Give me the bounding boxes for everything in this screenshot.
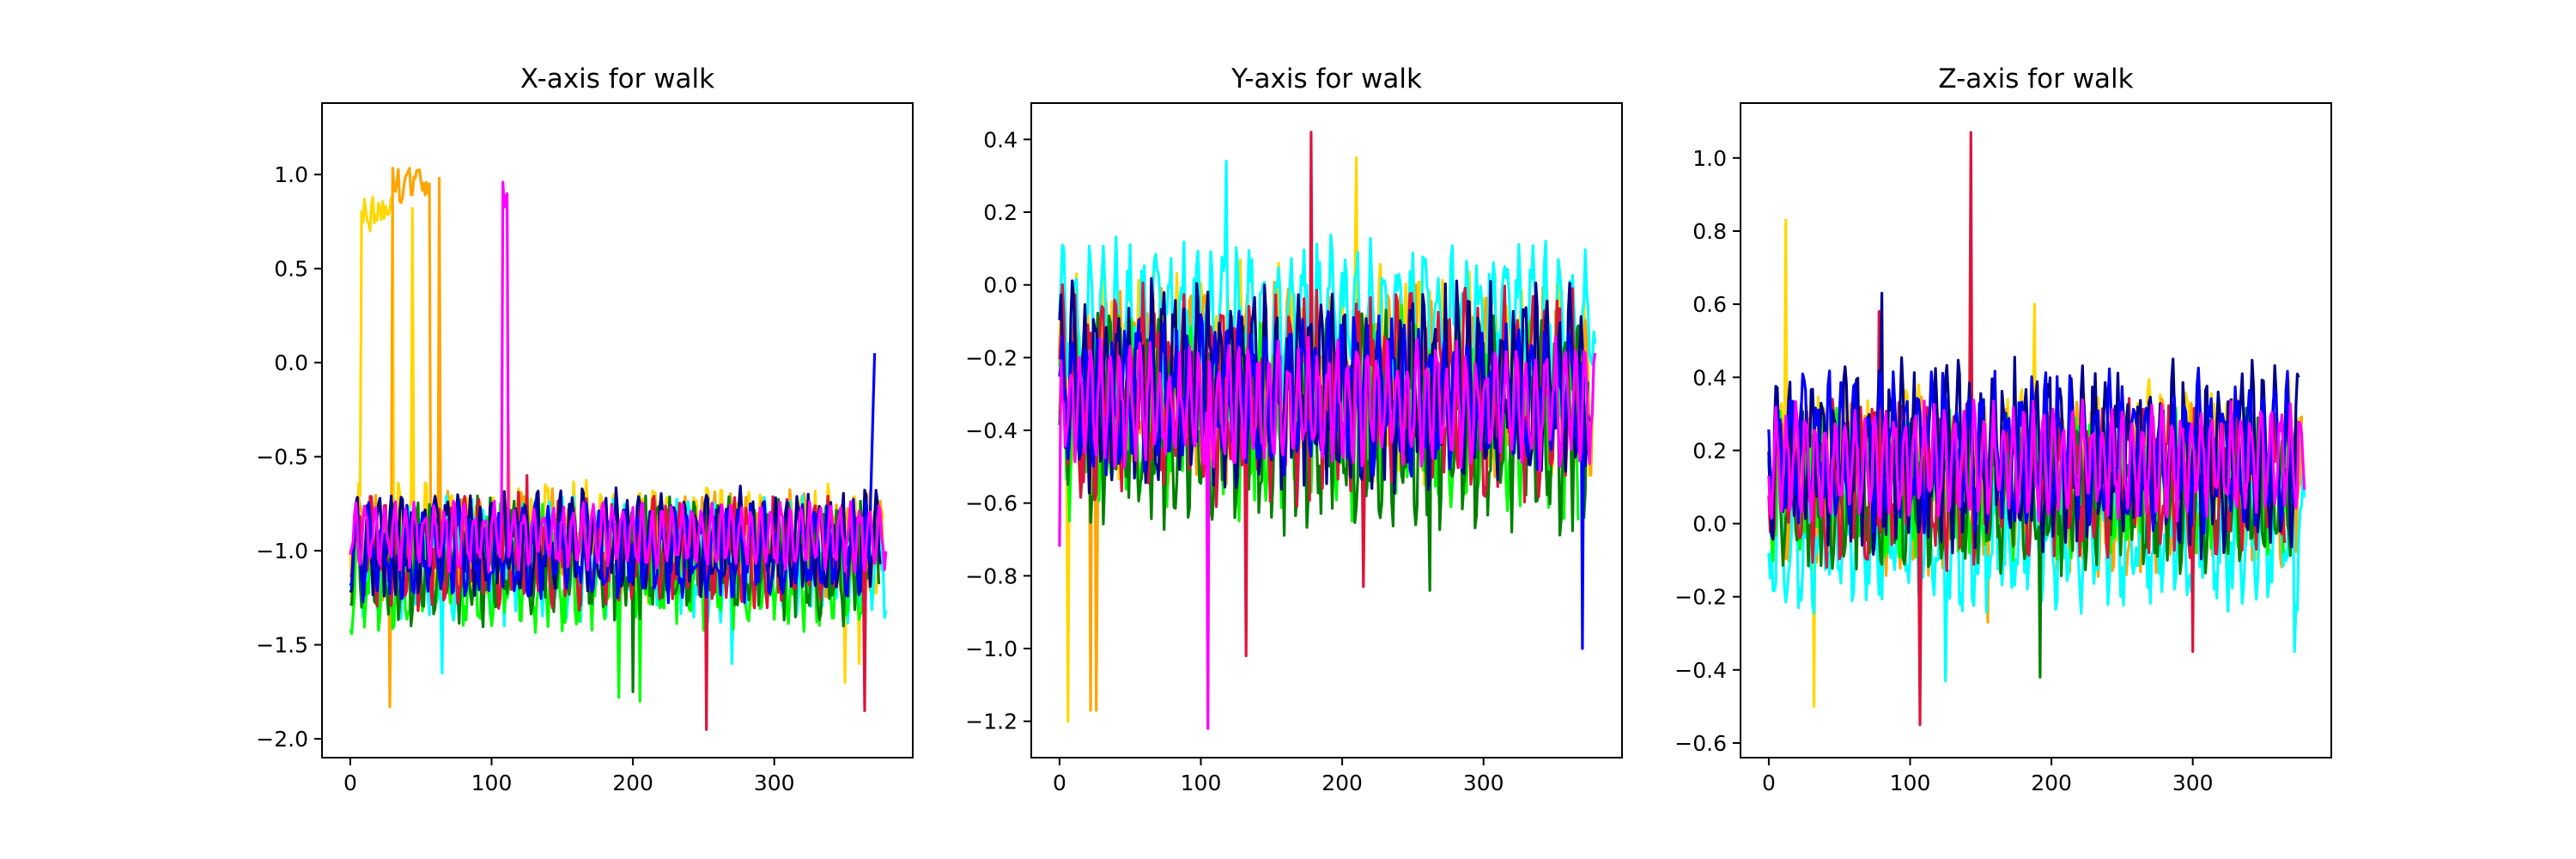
plot-frame bbox=[321, 102, 914, 758]
x-tick-label: 100 bbox=[471, 771, 513, 795]
y-tick-label: 0.0 bbox=[1692, 512, 1727, 537]
y-tick-label: 0.4 bbox=[1692, 365, 1727, 390]
y-tick-label: −0.8 bbox=[965, 564, 1018, 588]
x-tick-label: 0 bbox=[1053, 771, 1066, 795]
subplot-y-axis: 0 100 200 300 0.4 0.2 0.0 −0.2 −0.4 −0.6 −0.8 −1.0 −… bbox=[965, 64, 1623, 795]
series-layer bbox=[1767, 131, 2306, 727]
axis-ticks: 0 100 200 300 1.0 0.5 0.0 −0.5 −1.0 −1.5 −2.0 bbox=[256, 162, 794, 795]
plot-frame bbox=[1740, 102, 2332, 758]
y-tick-label: 0.6 bbox=[1692, 292, 1727, 317]
y-tick-label: 0.2 bbox=[983, 200, 1018, 225]
subplot-z-axis: 0 100 200 300 1.0 0.8 0.6 0.4 0.2 0.0 −0.2 −0.4 −0.6… bbox=[1674, 64, 2332, 795]
series-line bbox=[349, 180, 888, 574]
y-tick-label: 0.8 bbox=[1692, 219, 1727, 244]
x-tick-label: 100 bbox=[1181, 771, 1222, 795]
x-tick-label: 0 bbox=[1762, 771, 1776, 795]
y-tick-label: −2.0 bbox=[256, 727, 308, 752]
series-line bbox=[349, 484, 882, 598]
y-tick-label: 0.0 bbox=[983, 273, 1018, 298]
subplot-title: Y-axis for walk bbox=[1230, 64, 1422, 94]
y-tick-label: −0.5 bbox=[256, 445, 308, 470]
x-tick-label: 200 bbox=[2031, 771, 2072, 795]
x-tick-label: 200 bbox=[1321, 771, 1363, 795]
y-tick-label: −1.0 bbox=[256, 539, 308, 564]
series-layer bbox=[349, 167, 888, 731]
y-tick-label: 0.0 bbox=[274, 350, 308, 375]
x-tick-label: 0 bbox=[343, 771, 357, 795]
y-tick-label: −0.2 bbox=[1674, 585, 1727, 610]
subplot-title: X-axis for walk bbox=[520, 64, 714, 94]
y-tick-label: −0.4 bbox=[965, 418, 1018, 443]
x-tick-label: 300 bbox=[754, 771, 795, 795]
y-tick-label: −1.0 bbox=[965, 637, 1018, 661]
y-tick-label: 0.5 bbox=[274, 257, 308, 282]
y-tick-label: −0.6 bbox=[1674, 731, 1727, 756]
x-tick-label: 300 bbox=[1463, 771, 1504, 795]
y-tick-label: 1.0 bbox=[274, 162, 308, 187]
series-line bbox=[1767, 291, 2300, 561]
x-tick-label: 300 bbox=[2172, 771, 2214, 795]
y-tick-label: −0.4 bbox=[1674, 658, 1727, 683]
subplot-title: Z-axis for walk bbox=[1938, 64, 2133, 94]
x-tick-label: 100 bbox=[1890, 771, 1931, 795]
y-tick-label: −0.6 bbox=[965, 491, 1018, 516]
y-tick-label: −1.5 bbox=[256, 633, 308, 658]
series-line bbox=[1767, 398, 2306, 523]
y-tick-label: 1.0 bbox=[1692, 146, 1727, 171]
axis-ticks: 0 100 200 300 1.0 0.8 0.6 0.4 0.2 0.0 −0.2 −0.4 −0.6 bbox=[1674, 146, 2213, 795]
series-line bbox=[1058, 335, 1597, 730]
series-layer bbox=[1058, 131, 1597, 730]
y-tick-label: −1.2 bbox=[965, 710, 1018, 734]
y-tick-label: 0.4 bbox=[983, 127, 1018, 152]
axis-ticks: 0 100 200 300 0.4 0.2 0.0 −0.2 −0.4 −0.6 −0.8 −1.0 −… bbox=[965, 127, 1504, 795]
subplot-x-axis: 0 100 200 300 1.0 0.5 0.0 −0.5 −1.0 −1.5 −2.0 X-ax… bbox=[256, 64, 914, 795]
y-tick-label: 0.2 bbox=[1692, 438, 1727, 463]
x-tick-label: 200 bbox=[612, 771, 653, 795]
y-tick-label: −0.2 bbox=[965, 345, 1018, 370]
